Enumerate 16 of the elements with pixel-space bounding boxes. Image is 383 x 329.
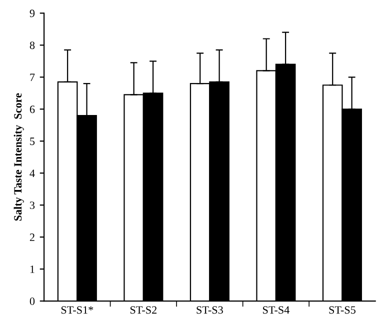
x-tick-label: ST-S5 [329,306,356,314]
y-tick-label: 1 [30,266,34,273]
y-tick-label: 7 [30,74,35,81]
x-tick-label: ST-S2 [130,306,157,314]
y-tick-label: 9 [30,10,35,18]
x-tick-label: ST-S4 [263,306,290,314]
y-tick-label: 2 [30,234,34,241]
x-tick-label: ST-S1* [61,306,94,314]
x-tick-label: ST-S3 [196,306,223,314]
y-tick-label: 8 [30,42,35,50]
y-tick-label: 0 [30,298,35,305]
y-tick-label: 3 [30,202,35,210]
y-tick-label: 4 [30,170,35,177]
y-axis-title: Salty Taste Intensity Score [14,93,24,221]
y-tick-label: 5 [30,138,35,146]
y-tick-label: 6 [30,106,35,114]
